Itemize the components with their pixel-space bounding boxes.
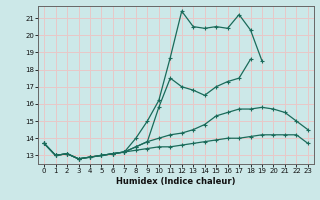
X-axis label: Humidex (Indice chaleur): Humidex (Indice chaleur) bbox=[116, 177, 236, 186]
